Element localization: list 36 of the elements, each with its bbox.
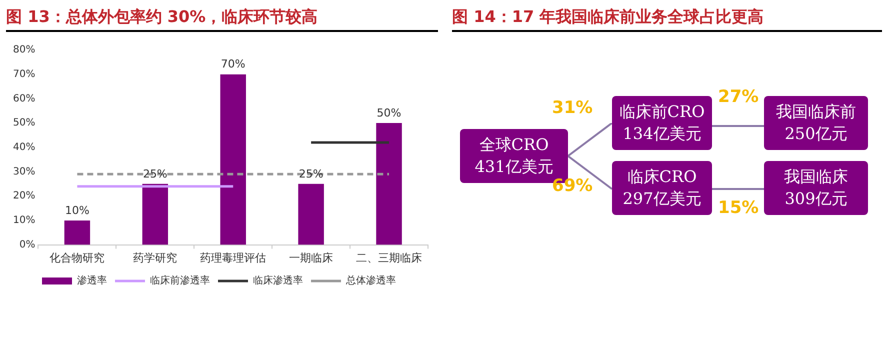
chart-title: 图 13：总体外包率约 30%，临床环节较高: [6, 4, 438, 32]
y-tick-label: 20%: [12, 190, 36, 202]
legend-label: 临床前渗透率: [150, 274, 210, 287]
y-tick-label: 60%: [12, 93, 36, 104]
text: 全球CRO 431亿美元: [474, 134, 554, 178]
y-tick-label: 40%: [12, 142, 36, 153]
bar: [142, 184, 168, 245]
text: 15%: [718, 198, 759, 218]
text: 我国临床 309亿元: [784, 166, 848, 210]
y-tick-label: 70%: [12, 68, 36, 80]
y-tick-label: 30%: [12, 166, 36, 178]
bar: [220, 74, 246, 245]
y-tick-label: 0%: [19, 239, 36, 250]
bar: [298, 184, 324, 245]
bar: [376, 123, 402, 245]
legend-label: 总体渗透率: [345, 274, 396, 287]
x-tick-label: 药理毒理评估: [200, 251, 266, 264]
data-label: 25%: [298, 167, 324, 180]
x-tick-label: 二、三期临床: [356, 251, 422, 264]
x-tick-label: 化合物研究: [50, 251, 105, 264]
bar: [64, 220, 90, 245]
text: 27%: [718, 87, 759, 107]
legend-label: 临床渗透率: [253, 274, 303, 287]
text: 图 14：17 年我国临床前业务全球占比更高: [452, 4, 882, 32]
x-tick-label: 药学研究: [133, 251, 178, 264]
data-label: 70%: [220, 58, 246, 71]
x-tick-label: 一期临床: [289, 251, 334, 264]
data-label: 25%: [142, 167, 168, 180]
y-tick-label: 80%: [12, 44, 36, 56]
legend-label: 渗透率: [77, 274, 107, 287]
y-tick-label: 50%: [12, 118, 36, 129]
y-tick-label: 10%: [12, 215, 36, 226]
text: 我国临床前 250亿元: [776, 101, 856, 145]
data-label: 10%: [64, 204, 90, 217]
text: 31%: [552, 98, 593, 118]
data-label: 50%: [376, 106, 402, 120]
